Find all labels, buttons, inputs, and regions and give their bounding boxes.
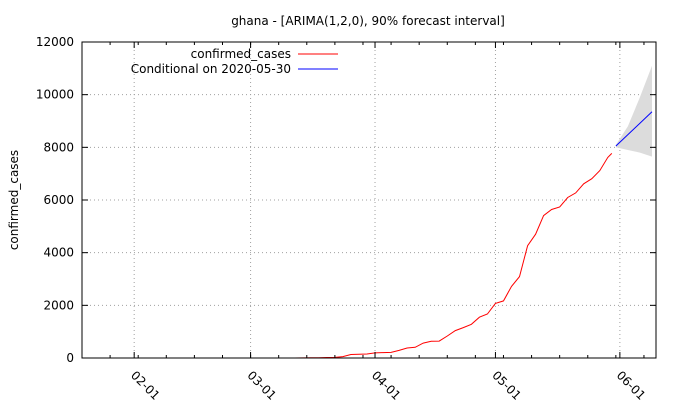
series-line-2 [615, 111, 653, 147]
legend-label-1: confirmed_cases [191, 47, 291, 61]
y-tick-label: 10000 [36, 88, 74, 102]
x-tick-label: 06-01 [614, 368, 649, 400]
y-tick-label: 4000 [43, 246, 74, 260]
chart-title: ghana - [ARIMA(1,2,0), 90% forecast inte… [231, 14, 505, 28]
grid [82, 42, 656, 358]
legend-label-2: Conditional on 2020-05-30 [131, 62, 291, 76]
y-tick-label: 12000 [36, 35, 74, 49]
y-tick-label: 0 [66, 351, 74, 365]
series-lines [294, 111, 653, 359]
forecast-interval [615, 65, 652, 157]
series-line-1 [294, 153, 613, 359]
x-tick-label: 03-01 [244, 368, 279, 400]
plot-frame [81, 41, 657, 359]
x-axis-ticks: 02-01 03-01 04-01 05-01 06-01 [81, 42, 649, 400]
y-axis-label: confirmed_cases [7, 150, 21, 250]
y-tick-label: 6000 [43, 193, 74, 207]
x-tick-label: 02-01 [128, 368, 163, 400]
forecast-interval-band [615, 65, 652, 157]
x-tick-label: 04-01 [369, 368, 404, 400]
y-tick-label: 2000 [43, 298, 74, 312]
x-tick-label: 05-01 [489, 368, 524, 400]
y-tick-label: 8000 [43, 140, 74, 154]
y-axis-ticks: 0 2000 4000 6000 8000 10000 12000 [36, 35, 656, 365]
